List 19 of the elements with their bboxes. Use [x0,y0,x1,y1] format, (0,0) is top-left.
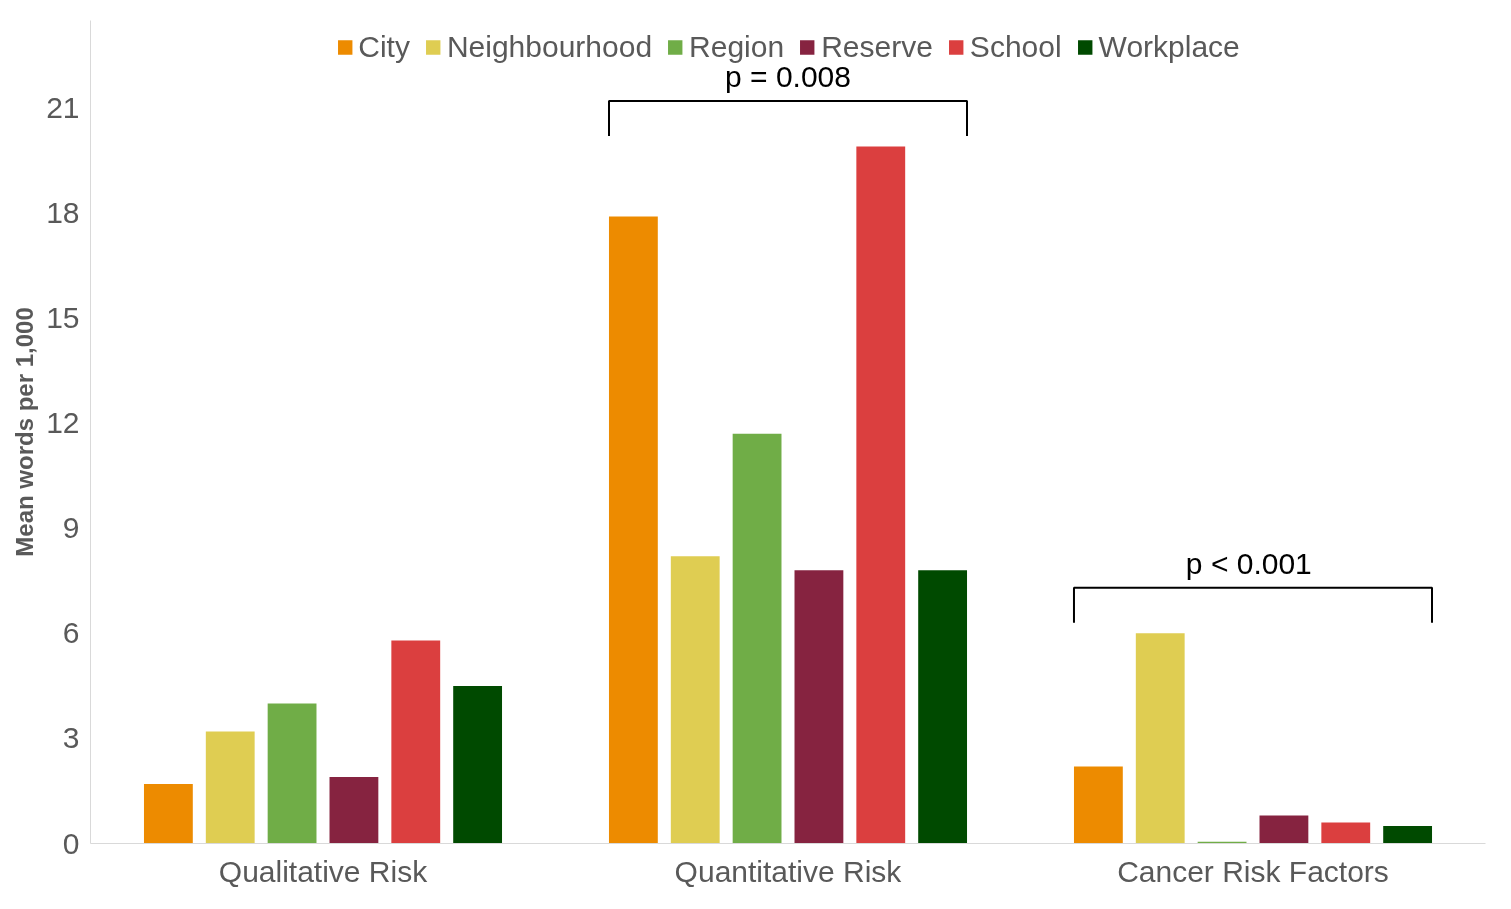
legend-label: Reserve [821,30,933,64]
legend-label: School [969,30,1062,64]
y-tick-label: 18 [46,196,80,230]
x-tick-label: Quantitative Risk [674,854,903,888]
y-axis-title: Mean words per 1,000 [11,307,39,557]
x-tick-label: Cancer Risk Factors [1117,854,1389,888]
y-tick-label: 21 [46,91,80,125]
y-tick-label: 12 [46,406,80,440]
y-tick-label: 3 [62,721,80,755]
y-tick-label: 15 [46,301,80,335]
x-tick-label: Qualitative Risk [218,854,429,888]
legend-label: Workplace [1098,30,1240,64]
annotation: p < 0.001 [1185,546,1312,580]
legend-label: City [358,30,410,64]
y-tick-label: 9 [62,511,80,545]
legend-label: Neighbourhood [446,30,653,64]
y-tick-label: 0 [62,826,80,860]
legend-label: Region [689,30,785,64]
y-tick-label: 6 [62,616,80,650]
